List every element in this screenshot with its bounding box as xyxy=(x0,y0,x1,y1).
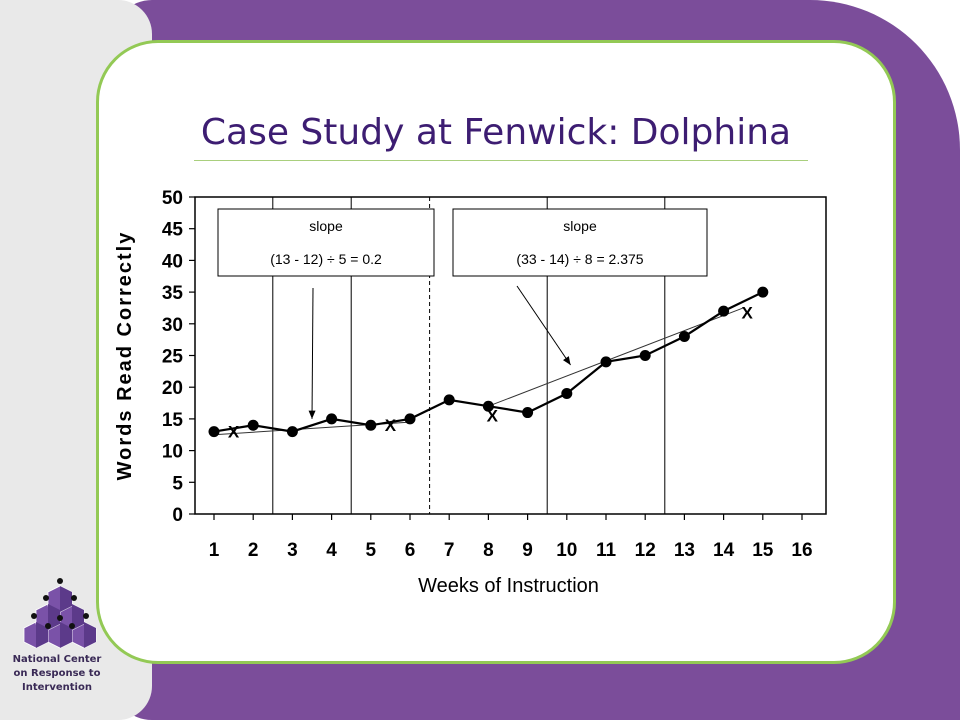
data-point xyxy=(678,330,690,342)
data-point xyxy=(326,413,338,425)
data-point xyxy=(757,286,769,298)
data-point xyxy=(443,394,455,406)
x-tick-label: 11 xyxy=(596,540,617,561)
logo-caption: National Center on Response to Intervent… xyxy=(0,653,114,695)
slope-annotation-title: slope xyxy=(563,218,597,234)
title-underline xyxy=(194,160,808,161)
data-point xyxy=(208,426,220,438)
x-tick-label: 14 xyxy=(713,540,735,561)
median-x-marker: X xyxy=(741,303,753,322)
slide-title: Case Study at Fenwick: Dolphina xyxy=(200,112,792,153)
x-tick-label: 6 xyxy=(405,540,416,561)
data-point xyxy=(404,413,416,425)
x-tick-label: 2 xyxy=(248,540,259,561)
x-tick-label: 13 xyxy=(674,540,695,561)
trend-line xyxy=(488,307,744,407)
logo-caption-line: on Response to xyxy=(13,668,101,679)
data-point xyxy=(600,356,612,368)
data-point xyxy=(639,350,651,361)
median-x-marker: X xyxy=(487,407,499,426)
x-tick-label: 10 xyxy=(556,540,577,561)
annotation-arrow-line xyxy=(311,287,314,419)
y-tick-label: 15 xyxy=(162,410,184,431)
data-point xyxy=(365,419,377,431)
slope-annotation-box xyxy=(217,208,435,277)
x-axis-title: Weeks of Instruction xyxy=(418,575,599,597)
slope-annotation-formula: (33 - 14) ÷ 8 = 2.375 xyxy=(516,251,643,267)
data-point xyxy=(561,388,573,400)
slope-annotation-box xyxy=(452,208,708,277)
logo-caption-line: Intervention xyxy=(22,682,92,693)
annotation-arrow-head xyxy=(308,410,316,419)
y-tick-label: 35 xyxy=(162,283,184,304)
y-tick-label: 20 xyxy=(162,378,183,399)
data-point xyxy=(522,407,534,419)
ncrti-logo-icon xyxy=(23,578,97,649)
x-tick-label: 15 xyxy=(752,540,774,561)
x-tick-label: 7 xyxy=(444,540,455,561)
x-tick-label: 12 xyxy=(635,540,656,561)
median-x-marker: X xyxy=(385,416,397,435)
y-axis-title: Words Read Correctly xyxy=(114,231,136,481)
x-tick-label: 8 xyxy=(483,540,494,561)
data-point xyxy=(482,400,494,412)
slope-annotation-title: slope xyxy=(309,218,343,234)
y-tick-label: 45 xyxy=(162,220,184,241)
slope-annotation-formula: (13 - 12) ÷ 5 = 0.2 xyxy=(270,251,382,267)
x-tick-label: 4 xyxy=(326,540,337,561)
annotation-arrow-line xyxy=(516,285,571,366)
x-tick-label: 9 xyxy=(522,540,533,561)
y-tick-label: 50 xyxy=(162,188,183,209)
y-tick-label: 0 xyxy=(172,505,183,526)
y-tick-label: 5 xyxy=(172,473,183,494)
x-tick-label: 3 xyxy=(287,540,298,561)
y-tick-label: 25 xyxy=(162,347,184,368)
median-x-marker: X xyxy=(228,423,240,442)
logo-caption-line: National Center xyxy=(12,654,102,665)
x-tick-label: 16 xyxy=(791,540,812,561)
y-tick-label: 10 xyxy=(162,442,183,463)
y-tick-label: 40 xyxy=(162,251,183,272)
annotation-arrow-head xyxy=(563,356,571,366)
data-point xyxy=(718,305,730,317)
x-tick-label: 1 xyxy=(209,540,220,561)
y-tick-label: 30 xyxy=(162,315,183,336)
x-tick-label: 5 xyxy=(366,540,377,561)
data-point xyxy=(247,419,259,431)
data-point xyxy=(286,426,298,438)
